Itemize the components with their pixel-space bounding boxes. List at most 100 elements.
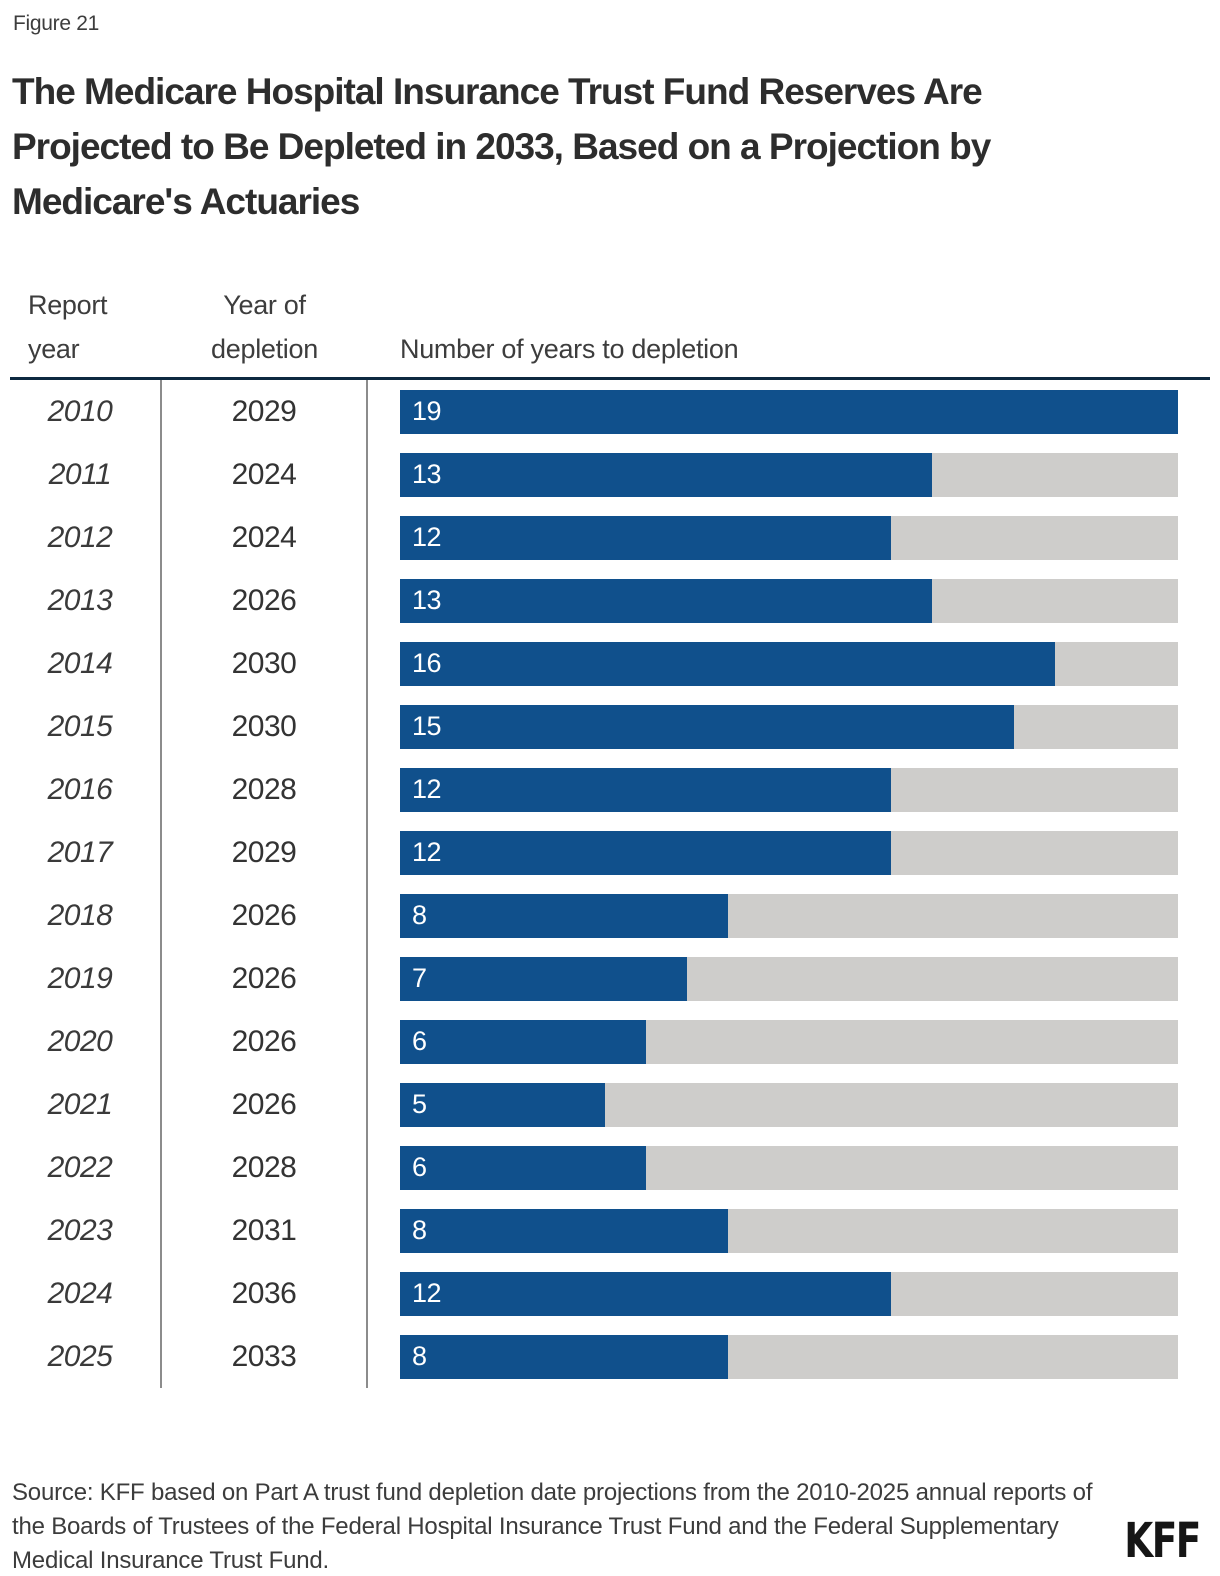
depletion-year-cell: 2026 [162, 884, 368, 947]
bar-fill: 19 [400, 389, 1178, 434]
depletion-year-label: 2031 [231, 1213, 297, 1247]
bar-fill: 8 [400, 1334, 728, 1379]
report-year-cell: 2020 [0, 1010, 162, 1073]
report-year-cell: 2011 [0, 443, 162, 506]
bar-value-label: 8 [412, 1215, 427, 1245]
table-row: 2021 2026 5 [0, 1073, 1220, 1136]
depletion-year-label: 2030 [231, 709, 297, 743]
depletion-year-cell: 2028 [162, 758, 368, 821]
bar-track: 6 [400, 1145, 1178, 1190]
bar-cell: 12 [368, 1262, 1220, 1325]
bar-value-label: 13 [412, 459, 442, 489]
bar-fill: 12 [400, 830, 892, 875]
bar-value-label: 13 [412, 585, 442, 615]
depletion-year-label: 2026 [231, 1087, 297, 1121]
bar-cell: 8 [368, 1199, 1220, 1262]
report-year-cell: 2023 [0, 1199, 162, 1262]
bar-value-label: 8 [412, 900, 427, 930]
bar-track: 8 [400, 1334, 1178, 1379]
figure-label: Figure 21 [13, 12, 100, 35]
table-body: 2010 2029 19 2011 2024 13 2012 2024 12 2013 2026 13… [0, 380, 1220, 1388]
bar-track: 8 [400, 893, 1178, 938]
bar-track: 5 [400, 1082, 1178, 1127]
report-year-label: 2019 [47, 961, 113, 995]
depletion-year-cell: 2036 [162, 1262, 368, 1325]
report-year-cell: 2015 [0, 695, 162, 758]
depletion-year-cell: 2026 [162, 1073, 368, 1136]
report-year-cell: 2010 [0, 380, 162, 443]
bar-cell: 7 [368, 947, 1220, 1010]
depletion-year-label: 2029 [231, 835, 297, 869]
table-row: 2013 2026 13 [0, 569, 1220, 632]
report-year-cell: 2025 [0, 1325, 162, 1388]
report-year-label: 2021 [47, 1087, 113, 1121]
depletion-year-cell: 2029 [162, 380, 368, 443]
depletion-year-cell: 2026 [162, 569, 368, 632]
table-header: Report year Year of depletion Number of … [10, 276, 1210, 380]
table-row: 2011 2024 13 [0, 443, 1220, 506]
table-row: 2024 2036 12 [0, 1262, 1220, 1325]
column-header-report-year: Report year [28, 290, 108, 364]
bar-value-label: 12 [412, 522, 442, 552]
depletion-year-label: 2029 [231, 394, 297, 428]
report-year-cell: 2014 [0, 632, 162, 695]
table-row: 2025 2033 8 [0, 1325, 1220, 1388]
bar-cell: 5 [368, 1073, 1220, 1136]
report-year-cell: 2019 [0, 947, 162, 1010]
table-row: 2010 2029 19 [0, 380, 1220, 443]
kff-logo: KFF [1124, 1513, 1202, 1569]
depletion-year-label: 2026 [231, 583, 297, 617]
depletion-year-label: 2030 [231, 646, 297, 680]
bar-track: 19 [400, 389, 1178, 434]
depletion-table: Report year Year of depletion Number of … [0, 276, 1220, 1388]
depletion-year-cell: 2026 [162, 1010, 368, 1073]
report-year-label: 2017 [47, 835, 113, 869]
depletion-year-cell: 2030 [162, 695, 368, 758]
depletion-year-cell: 2030 [162, 632, 368, 695]
bar-fill: 12 [400, 1271, 892, 1316]
bar-value-label: 12 [412, 837, 442, 867]
table-row: 2022 2028 6 [0, 1136, 1220, 1199]
depletion-year-label: 2024 [231, 457, 297, 491]
bar-cell: 12 [368, 758, 1220, 821]
bar-fill: 12 [400, 767, 892, 812]
depletion-year-label: 2033 [231, 1339, 297, 1373]
bar-cell: 8 [368, 884, 1220, 947]
bar-track: 13 [400, 578, 1178, 623]
depletion-year-cell: 2029 [162, 821, 368, 884]
bar-track: 15 [400, 704, 1178, 749]
depletion-year-label: 2028 [231, 1150, 297, 1184]
depletion-year-label: 2036 [231, 1276, 297, 1310]
depletion-year-cell: 2033 [162, 1325, 368, 1388]
report-year-cell: 2012 [0, 506, 162, 569]
chart-title: The Medicare Hospital Insurance Trust Fu… [12, 71, 991, 222]
bar-track: 12 [400, 767, 1178, 812]
bar-value-label: 12 [412, 1278, 442, 1308]
report-year-label: 2010 [47, 394, 113, 428]
report-year-label: 2016 [47, 772, 113, 806]
report-year-label: 2013 [47, 583, 113, 617]
report-year-cell: 2022 [0, 1136, 162, 1199]
table-row: 2016 2028 12 [0, 758, 1220, 821]
bar-track: 13 [400, 452, 1178, 497]
bar-cell: 13 [368, 569, 1220, 632]
bar-value-label: 6 [412, 1152, 427, 1182]
bar-fill: 15 [400, 704, 1015, 749]
bar-fill: 5 [400, 1082, 605, 1127]
report-year-cell: 2024 [0, 1262, 162, 1325]
report-year-cell: 2013 [0, 569, 162, 632]
depletion-year-cell: 2028 [162, 1136, 368, 1199]
report-year-label: 2024 [47, 1276, 113, 1310]
bar-cell: 16 [368, 632, 1220, 695]
bar-cell: 6 [368, 1010, 1220, 1073]
bar-value-label: 19 [412, 396, 442, 426]
table-row: 2019 2026 7 [0, 947, 1220, 1010]
table-row: 2017 2029 12 [0, 821, 1220, 884]
bar-fill: 7 [400, 956, 687, 1001]
bar-cell: 12 [368, 821, 1220, 884]
bar-cell: 6 [368, 1136, 1220, 1199]
bar-value-label: 15 [412, 711, 442, 741]
depletion-year-label: 2026 [231, 961, 297, 995]
bar-fill: 6 [400, 1019, 646, 1064]
